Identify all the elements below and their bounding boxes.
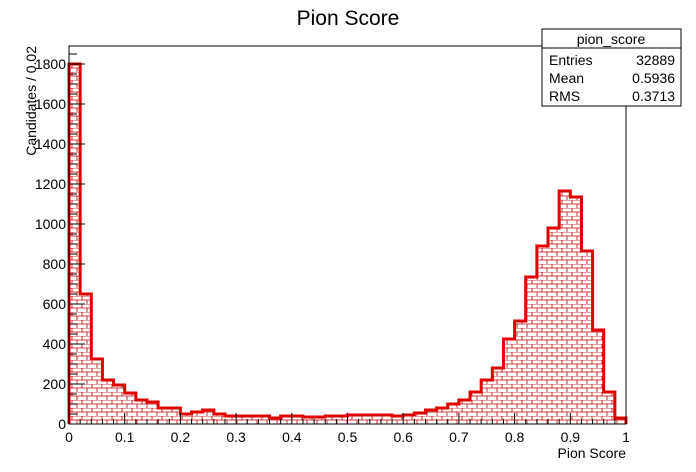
histogram-bar <box>91 359 103 424</box>
histogram-bar <box>414 413 426 424</box>
x-tick-label: 0.5 <box>338 429 358 445</box>
histogram-bar <box>102 380 114 424</box>
histogram-bar <box>146 402 159 424</box>
histogram-bar <box>358 415 370 424</box>
histogram-bar <box>202 410 214 424</box>
histogram-bar <box>581 251 593 424</box>
histogram-bars <box>69 64 626 424</box>
stats-box: pion_score Entries 32889 Mean 0.5936 RMS… <box>541 28 682 107</box>
x-tick-label: 1 <box>622 429 630 445</box>
histogram-bar <box>224 416 237 424</box>
y-tick-label: 1000 <box>35 216 66 232</box>
x-tick-label: 0 <box>65 429 73 445</box>
histogram-bar <box>135 400 147 424</box>
histogram-bar <box>403 415 415 424</box>
stats-mean-label: Mean <box>549 70 584 86</box>
x-axis: 0 0.1 0.2 0.3 0.4 0.5 0.6 0.7 0.8 0.9 1 <box>65 413 630 445</box>
stats-title: pion_score <box>577 31 646 47</box>
x-tick-label: 0.8 <box>505 429 525 445</box>
histogram-bar <box>592 330 604 424</box>
y-tick-label: 1200 <box>35 176 66 192</box>
stats-rms-label: RMS <box>549 88 580 104</box>
histogram-bar <box>503 339 515 424</box>
histogram-bar <box>392 416 404 424</box>
histogram-bar <box>447 404 459 424</box>
histogram-bar <box>458 400 471 424</box>
x-tick-label: 0.9 <box>561 429 581 445</box>
y-axis-title: Candidates / 0.02 <box>23 46 39 156</box>
histogram-bar <box>536 246 549 424</box>
histogram-bar <box>191 412 203 424</box>
histogram-bar <box>436 408 448 424</box>
histogram-bar <box>559 191 571 424</box>
y-tick-label: 0 <box>58 416 66 432</box>
histogram-bar <box>380 415 393 424</box>
histogram-bar <box>336 416 348 424</box>
stats-mean-value: 0.5936 <box>632 70 675 86</box>
histogram-bar <box>369 415 381 424</box>
histogram-bar <box>548 228 560 424</box>
histogram-bar <box>570 197 582 424</box>
y-tick-label: 600 <box>43 296 67 312</box>
histogram-bar <box>470 392 482 424</box>
y-tick-label: 1600 <box>35 96 66 112</box>
histogram-bar <box>158 408 170 424</box>
x-tick-label: 0.3 <box>226 429 246 445</box>
y-axis: 0 200 400 600 800 1000 1200 1400 1600 1800 <box>35 53 85 432</box>
histogram-bar <box>169 408 181 424</box>
histogram-bar <box>314 417 326 424</box>
histogram-bar <box>80 294 92 424</box>
y-tick-label: 800 <box>43 256 67 272</box>
stats-entries-value: 32889 <box>636 52 675 68</box>
histogram-bar <box>247 416 259 424</box>
histogram-outline <box>67 62 628 424</box>
x-tick-label: 0.4 <box>282 429 302 445</box>
histogram-bar <box>280 416 292 424</box>
histogram-bar <box>236 416 248 424</box>
histogram-bar <box>291 416 303 424</box>
x-tick-label: 0.2 <box>171 429 191 445</box>
histogram-bar <box>425 410 437 424</box>
histogram-bar <box>113 385 125 424</box>
histogram-bar <box>492 368 504 424</box>
y-tick-label: 400 <box>43 336 67 352</box>
histogram-bar <box>325 416 337 424</box>
stats-entries-label: Entries <box>549 52 593 68</box>
x-axis-title: Pion Score <box>558 445 627 461</box>
histogram-bar <box>525 277 537 424</box>
chart-title: Pion Score <box>297 7 400 30</box>
histogram-bar <box>213 414 225 424</box>
y-tick-label: 1800 <box>35 56 66 72</box>
histogram-bar <box>124 393 136 424</box>
x-tick-label: 0.6 <box>393 429 413 445</box>
histogram-bar <box>302 417 315 424</box>
stats-rms-value: 0.3713 <box>632 88 675 104</box>
x-tick-label: 0.1 <box>115 429 135 445</box>
histogram-bar <box>269 418 281 424</box>
y-tick-label: 1400 <box>35 136 66 152</box>
histogram-bar <box>603 392 615 424</box>
histogram-bar <box>514 321 526 424</box>
histogram-bar <box>347 415 359 424</box>
x-tick-label: 0.7 <box>449 429 469 445</box>
histogram-bar <box>614 418 626 424</box>
histogram-bar <box>481 380 493 424</box>
y-tick-label: 200 <box>43 376 67 392</box>
histogram-bar <box>258 416 270 424</box>
histogram-bar <box>180 414 192 424</box>
